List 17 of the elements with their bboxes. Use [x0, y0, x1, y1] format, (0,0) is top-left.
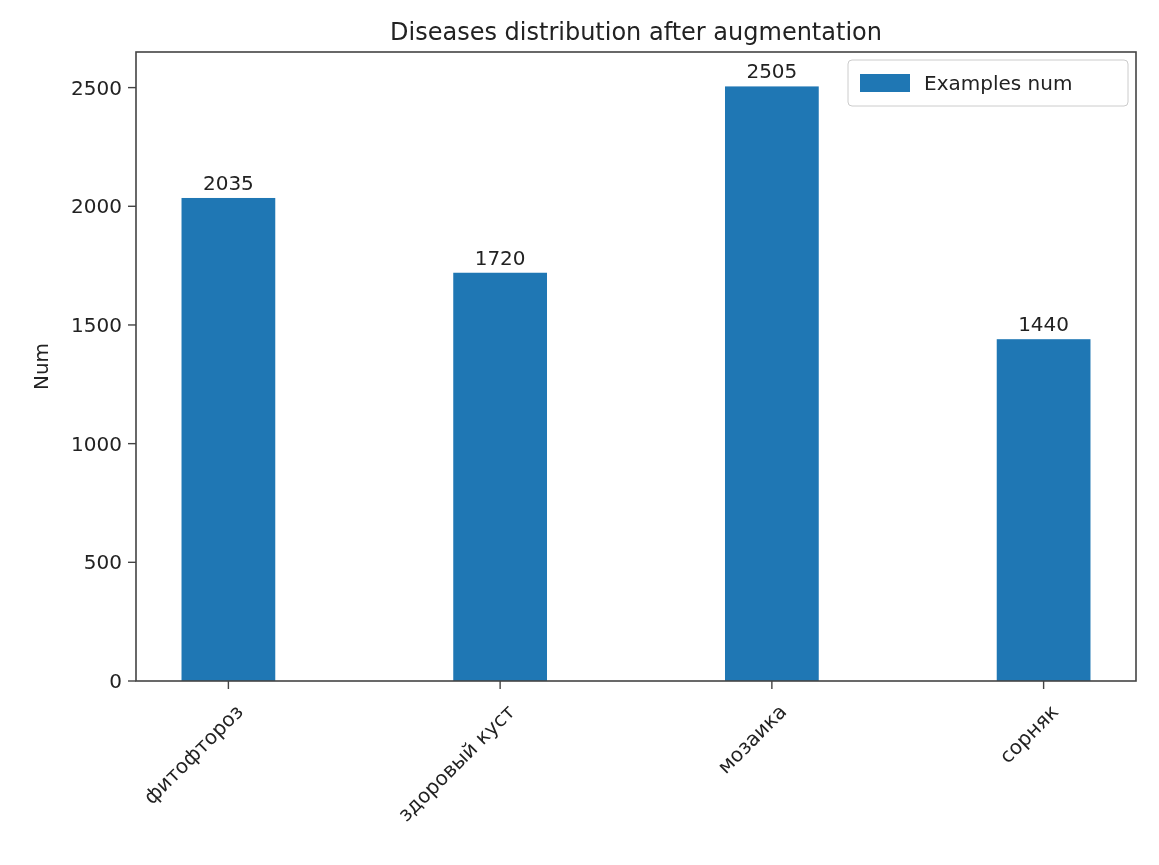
y-tick-label: 1000	[71, 431, 122, 456]
y-tick-label: 0	[109, 669, 122, 693]
y-tick-label: 2500	[71, 75, 122, 100]
y-tick-label: 500	[83, 550, 122, 575]
y-axis-title: Num	[29, 342, 53, 391]
bar	[453, 272, 548, 681]
y-tick-label: 1500	[71, 312, 122, 337]
data-label: 2505	[746, 59, 798, 84]
y-tick-label: 2000	[71, 194, 122, 219]
chart-title: Diseases distribution after augmentation	[390, 18, 882, 46]
bar	[996, 339, 1091, 681]
legend-label: Examples num	[924, 71, 1073, 95]
bar	[725, 86, 819, 681]
data-label: 2035	[202, 170, 254, 195]
data-label: 1720	[474, 245, 526, 270]
data-label: 1440	[1018, 312, 1070, 337]
bar	[181, 197, 276, 681]
